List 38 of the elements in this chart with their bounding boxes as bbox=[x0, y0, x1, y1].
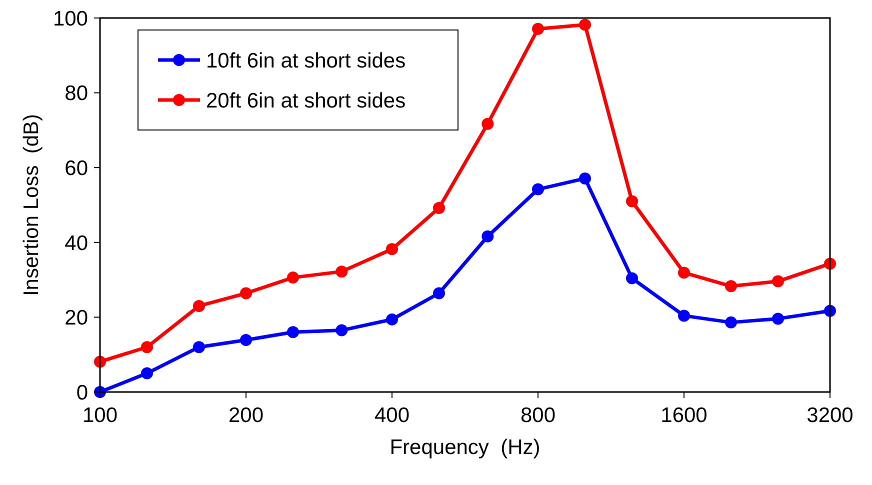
y-axis-title: Insertion Loss (dB) bbox=[20, 114, 43, 296]
point bbox=[141, 341, 153, 354]
y-tick-label: 20 bbox=[64, 306, 88, 330]
point bbox=[772, 312, 784, 325]
point bbox=[772, 275, 784, 288]
x-tick-label: 1600 bbox=[660, 404, 708, 427]
point bbox=[725, 316, 737, 328]
legend-label: 20ft 6in at short sides bbox=[206, 89, 406, 112]
x-tick-label: 400 bbox=[374, 404, 410, 427]
point bbox=[386, 313, 398, 326]
x-axis-title: Frequency (Hz) bbox=[390, 436, 540, 459]
y-tick-label: 80 bbox=[64, 82, 88, 106]
x-tick-label: 100 bbox=[82, 404, 118, 427]
x-tick-label: 3200 bbox=[806, 404, 854, 427]
point bbox=[240, 287, 252, 300]
y-tick-label: 40 bbox=[64, 232, 88, 255]
point bbox=[626, 272, 638, 284]
point bbox=[287, 326, 299, 338]
x-tick-label: 800 bbox=[520, 404, 556, 427]
y-tick-label: 60 bbox=[64, 156, 88, 180]
y-tick-label: 0 bbox=[76, 381, 88, 404]
legend-label: 10ft 6in at short sides bbox=[206, 49, 406, 72]
y-tick-label: 100 bbox=[52, 7, 88, 30]
point bbox=[287, 272, 299, 284]
point bbox=[433, 202, 445, 214]
point bbox=[579, 18, 591, 31]
x-tick-label: 200 bbox=[228, 404, 264, 427]
point bbox=[626, 195, 638, 208]
point bbox=[579, 172, 591, 184]
point bbox=[336, 266, 348, 278]
point bbox=[725, 280, 737, 292]
point bbox=[141, 367, 153, 380]
point bbox=[336, 324, 348, 336]
point bbox=[482, 118, 494, 130]
point bbox=[240, 334, 252, 346]
point bbox=[482, 230, 494, 242]
point bbox=[386, 243, 398, 256]
point bbox=[433, 287, 445, 300]
